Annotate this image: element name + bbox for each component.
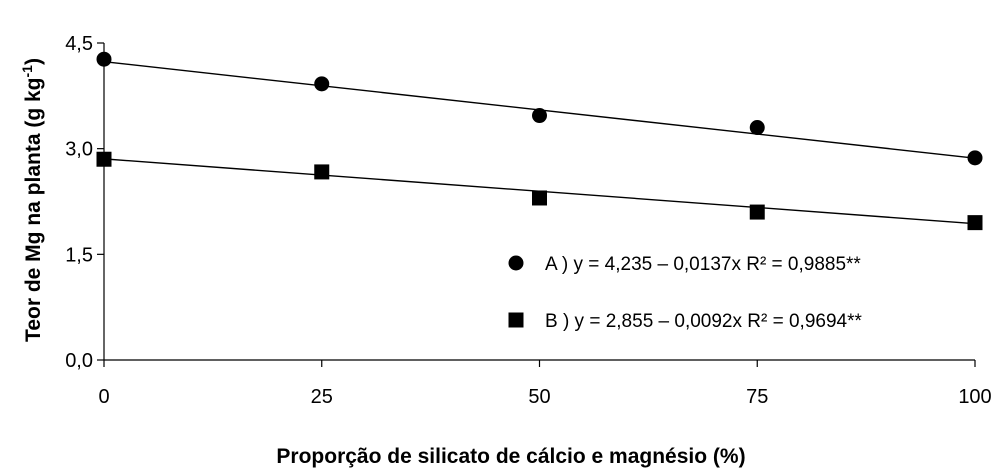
- x-axis-title: Proporção de silicato de cálcio e magnés…: [276, 445, 745, 468]
- legend-marker-a: [508, 255, 524, 271]
- point-a: [314, 76, 330, 92]
- point-a: [967, 150, 983, 166]
- y-tick-label: 3,0: [65, 139, 93, 161]
- y-axis-title: Teor de Mg na planta (g kg-1): [19, 58, 45, 342]
- x-tick-label: 100: [958, 386, 991, 408]
- y-axis-title-sup: -1: [19, 65, 35, 78]
- legend-label-a: A ) y = 4,235 – 0,0137x R² = 0,9885**: [545, 254, 861, 275]
- x-tick-label: 25: [311, 386, 333, 408]
- ticks: 0,0 1,5 3,0 4,5 0 25 50 75 100: [65, 33, 992, 408]
- x-tick-label: 50: [528, 386, 550, 408]
- legend-label-b: B ) y = 2,855 – 0,0092x R² = 0,9694**: [545, 311, 862, 332]
- x-tick-label: 75: [746, 386, 768, 408]
- y-tick-label: 4,5: [65, 33, 93, 55]
- point-b: [96, 151, 112, 167]
- point-b: [967, 215, 983, 231]
- point-b: [749, 204, 765, 220]
- y-tick-label: 0,0: [65, 350, 93, 372]
- legend: A ) y = 4,235 – 0,0137x R² = 0,9885** B …: [508, 254, 862, 332]
- points: [96, 51, 983, 231]
- x-tick-label: 0: [98, 386, 109, 408]
- point-b: [532, 190, 547, 206]
- point-b: [314, 164, 330, 180]
- y-axis-title-close: ): [22, 58, 45, 65]
- y-tick-label: 1,5: [65, 244, 93, 266]
- y-axis-title-main: Teor de Mg na planta (g kg: [22, 77, 45, 341]
- legend-marker-b: [508, 312, 524, 328]
- point-a: [532, 108, 547, 124]
- point-a: [96, 51, 112, 67]
- point-a: [749, 120, 765, 136]
